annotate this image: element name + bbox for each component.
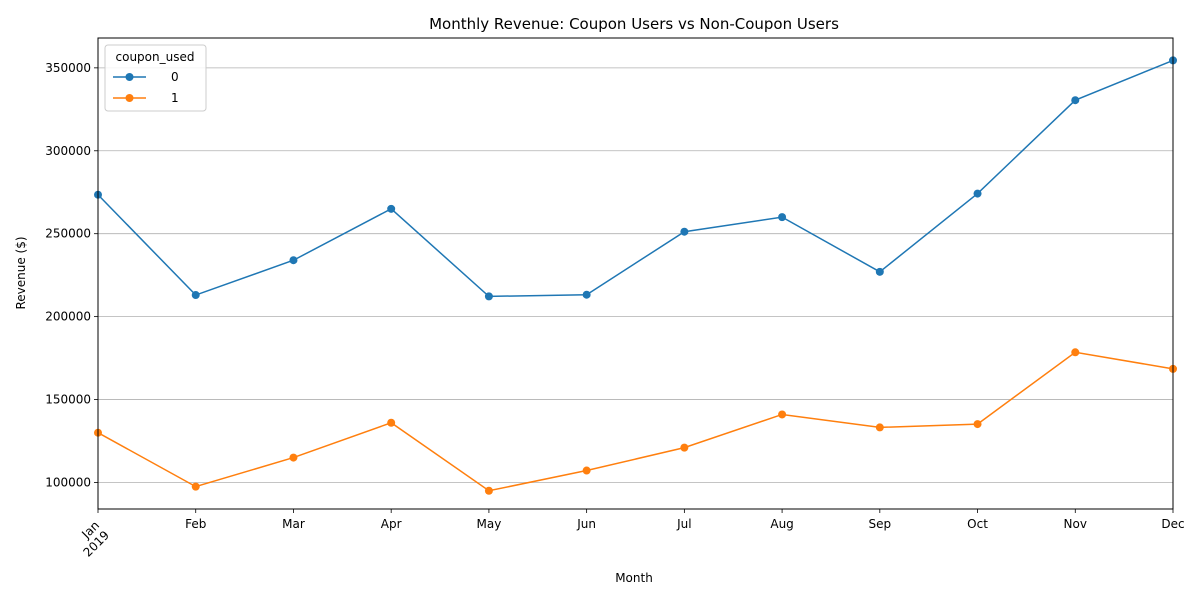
x-tick-label: Jul [676,517,691,531]
legend-items: 01 [113,70,179,105]
x-axis-label: Month [615,571,653,585]
series-line [97,59,1174,298]
data-point [875,423,884,432]
data-point [973,189,982,198]
data-point [191,291,200,300]
series-line [97,351,1174,492]
data-point [289,453,298,462]
legend-label: 0 [171,70,179,84]
data-point [1071,96,1080,105]
series-0 [94,56,1177,301]
y-tick-label: 100000 [45,475,91,489]
y-tick-label: 300000 [45,144,91,158]
y-axis-label: Revenue ($) [14,236,28,309]
data-point [1071,348,1080,357]
legend-marker [125,94,134,102]
gridlines [98,67,1173,483]
x-tick-label: Aug [770,517,793,531]
legend-label: 1 [171,91,179,105]
y-axis: 100000 150000 200000 250000 300000 350000 [45,61,98,489]
plot-frame [97,37,1174,510]
x-tick-label: Jun [576,517,596,531]
data-point [582,290,591,299]
y-tick-label: 250000 [45,227,91,241]
legend-title: coupon_used [116,50,195,64]
data-point [582,466,591,475]
x-tick-label: Oct [967,517,988,531]
data-point [680,227,689,236]
data-point [680,443,689,452]
data-point [191,482,200,491]
data-point [875,267,884,276]
series-1 [94,348,1177,495]
chart-title: Monthly Revenue: Coupon Users vs Non-Cou… [429,15,839,33]
data-point [484,486,493,495]
y-tick-label: 150000 [45,393,91,407]
x-tick-label: Feb [185,517,206,531]
x-tick-label: Apr [381,517,402,531]
data-point [484,292,493,301]
x-tick-label: Jan2019 [71,518,112,559]
y-tick-label: 350000 [45,61,91,75]
x-tick-label: Nov [1064,517,1087,531]
x-tick-label: May [477,517,502,531]
legend-marker [125,73,134,81]
data-point [778,410,787,419]
data-point [289,256,298,265]
x-tick-label: Sep [869,517,892,531]
x-axis: Jan2019 Feb Mar Apr May Jun Jul Aug Sep Oct Nov Dec [71,509,1185,560]
y-tick-label: 200000 [45,310,91,324]
x-tick-label: Dec [1161,517,1184,531]
x-tick-label: Mar [282,517,305,531]
data-point [387,418,396,427]
data-point [778,213,787,222]
series-group [94,56,1177,495]
data-point [387,204,396,213]
legend: coupon_used 01 [104,44,207,112]
data-point [973,420,982,429]
